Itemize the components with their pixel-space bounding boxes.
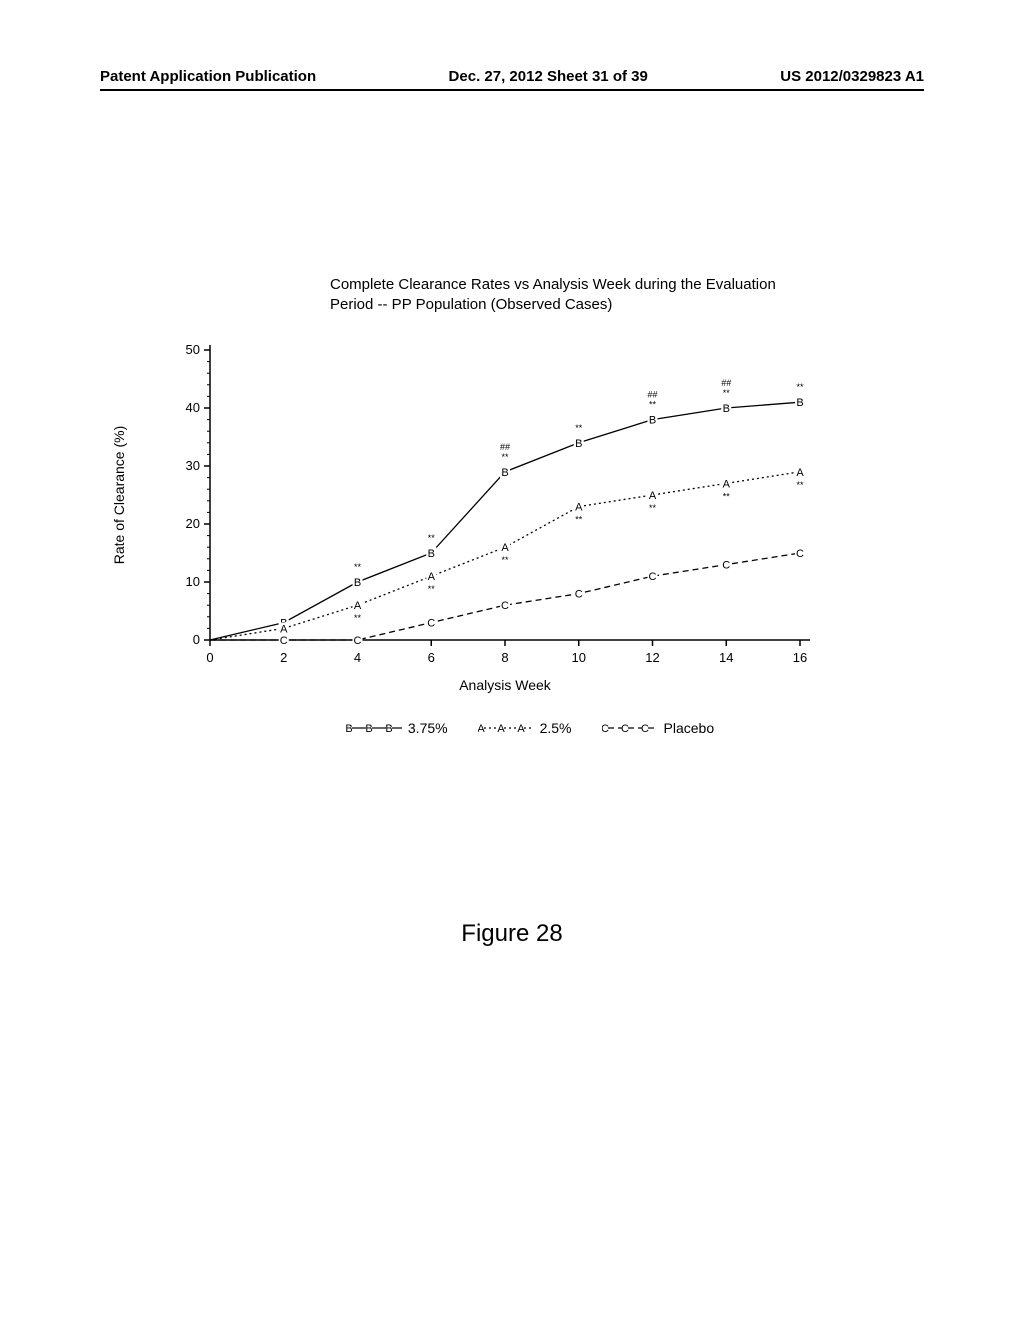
svg-text:B: B <box>385 723 392 735</box>
legend-label: Placebo <box>664 720 715 736</box>
svg-text:**: ** <box>575 515 583 525</box>
svg-text:A: A <box>280 623 288 635</box>
svg-text:A: A <box>354 600 362 612</box>
svg-text:B: B <box>365 723 372 735</box>
legend-item-c: CCC Placebo <box>602 720 715 736</box>
svg-text:C: C <box>641 723 649 735</box>
svg-text:C: C <box>575 589 583 601</box>
page-header: Patent Application Publication Dec. 27, … <box>0 68 1024 91</box>
svg-text:C: C <box>796 548 804 560</box>
svg-text:8: 8 <box>501 650 508 665</box>
svg-text:C: C <box>427 618 435 630</box>
header-right: US 2012/0329823 A1 <box>780 68 924 85</box>
svg-text:4: 4 <box>354 650 361 665</box>
svg-text:A: A <box>796 467 804 479</box>
svg-text:B: B <box>346 723 353 735</box>
svg-text:**: ** <box>501 555 509 565</box>
svg-text:2: 2 <box>280 650 287 665</box>
svg-text:C: C <box>621 723 629 735</box>
svg-text:C: C <box>280 635 288 647</box>
svg-text:**: ** <box>501 452 509 462</box>
svg-text:**: ** <box>354 562 362 572</box>
svg-text:B: B <box>575 438 582 450</box>
legend-item-a: AAA 2.5% <box>478 720 572 736</box>
svg-text:B: B <box>354 577 361 589</box>
svg-text:A: A <box>497 723 505 735</box>
figure-caption: Figure 28 <box>0 920 1024 948</box>
svg-text:**: ** <box>796 382 804 392</box>
svg-text:**: ** <box>354 613 362 623</box>
svg-text:0: 0 <box>193 632 200 647</box>
svg-text:##: ## <box>647 390 657 400</box>
svg-text:B: B <box>723 403 730 415</box>
svg-text:A: A <box>478 723 485 735</box>
svg-text:A: A <box>649 490 657 502</box>
svg-text:**: ** <box>428 584 436 594</box>
svg-text:C: C <box>722 560 730 572</box>
svg-text:**: ** <box>796 480 804 490</box>
svg-text:Analysis Week: Analysis Week <box>459 677 552 693</box>
header-left: Patent Application Publication <box>100 68 316 85</box>
chart-container: 0 10 20 30 40 50 0 2 4 6 8 10 12 14 16 Analysis Week Rat… <box>100 330 820 710</box>
svg-text:A: A <box>575 502 583 514</box>
legend-label: 2.5% <box>540 720 572 736</box>
svg-text:C: C <box>354 635 362 647</box>
svg-text:30: 30 <box>186 458 200 473</box>
svg-text:10: 10 <box>572 650 586 665</box>
svg-text:B: B <box>796 397 803 409</box>
svg-text:**: ** <box>649 400 657 410</box>
svg-text:##: ## <box>500 442 510 452</box>
svg-text:6: 6 <box>428 650 435 665</box>
svg-text:C: C <box>649 571 657 583</box>
svg-text:**: ** <box>428 533 436 543</box>
svg-text:50: 50 <box>186 342 200 357</box>
svg-text:C: C <box>501 600 509 612</box>
legend-label: 3.75% <box>408 720 448 736</box>
chart-title: Complete Clearance Rates vs Analysis Wee… <box>330 275 810 316</box>
svg-text:**: ** <box>575 423 583 433</box>
svg-text:##: ## <box>721 378 731 388</box>
legend-item-b: BBB 3.75% <box>346 720 448 736</box>
svg-text:B: B <box>501 467 508 479</box>
chart-legend: BBB 3.75%AAA 2.5%CCC Placebo <box>280 720 780 736</box>
svg-text:0: 0 <box>206 650 213 665</box>
svg-text:Rate of Clearance (%): Rate of Clearance (%) <box>111 426 127 565</box>
svg-text:**: ** <box>649 503 657 513</box>
svg-text:12: 12 <box>645 650 659 665</box>
svg-text:40: 40 <box>186 400 200 415</box>
svg-text:A: A <box>723 478 731 490</box>
svg-text:A: A <box>517 723 525 735</box>
svg-text:B: B <box>649 415 656 427</box>
svg-text:10: 10 <box>186 574 200 589</box>
svg-text:14: 14 <box>719 650 733 665</box>
svg-text:**: ** <box>723 388 731 398</box>
svg-text:B: B <box>428 548 435 560</box>
svg-text:C: C <box>602 723 609 735</box>
svg-text:16: 16 <box>793 650 807 665</box>
svg-text:20: 20 <box>186 516 200 531</box>
clearance-chart: 0 10 20 30 40 50 0 2 4 6 8 10 12 14 16 Analysis Week Rat… <box>100 330 820 710</box>
header-center: Dec. 27, 2012 Sheet 31 of 39 <box>449 68 648 85</box>
svg-text:A: A <box>428 571 436 583</box>
svg-text:A: A <box>501 542 509 554</box>
svg-text:**: ** <box>723 491 731 501</box>
